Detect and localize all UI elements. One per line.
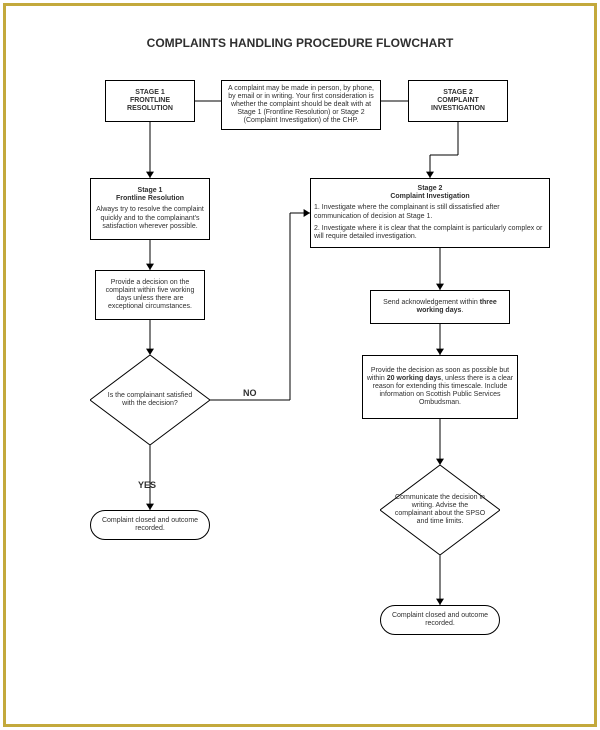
- node-s2_invest-heading2: Complaint Investigation: [390, 193, 469, 201]
- node-stage2_head-heading2: COMPLAINT INVESTIGATION: [412, 97, 504, 113]
- node-s2_comm-text: Communicate the decision in writing. Adv…: [380, 465, 500, 555]
- node-stage1_head-heading2: FRONTLINE RESOLUTION: [109, 97, 191, 113]
- node-s1_decision5: Provide a decision on the complaint with…: [95, 270, 205, 320]
- node-intro-text: A complaint may be made in person, by ph…: [225, 85, 377, 125]
- node-s2_comm: Communicate the decision in writing. Adv…: [380, 465, 500, 555]
- node-s2_ack-text: Send acknowledgement within three workin…: [374, 299, 506, 315]
- page-title: COMPLAINTS HANDLING PROCEDURE FLOWCHART: [0, 36, 600, 50]
- edge-label-yes: YES: [138, 480, 156, 490]
- node-s1_resolve-heading2: Frontline Resolution: [116, 195, 184, 203]
- node-s2_closed: Complaint closed and outcome recorded.: [380, 605, 500, 635]
- node-s2_invest-heading: Stage 2: [418, 185, 443, 193]
- node-s1_closed: Complaint closed and outcome recorded.: [90, 510, 210, 540]
- node-stage1_head: STAGE 1FRONTLINE RESOLUTION: [105, 80, 195, 122]
- node-stage2_head-heading: STAGE 2: [443, 89, 472, 97]
- node-s1_decision5-text: Provide a decision on the complaint with…: [99, 279, 201, 311]
- node-stage1_head-heading: STAGE 1: [135, 89, 164, 97]
- node-s1_resolve-text: Always try to resolve the complaint quic…: [94, 206, 206, 230]
- node-intro: A complaint may be made in person, by ph…: [221, 80, 381, 130]
- node-s1_resolve-heading: Stage 1: [138, 187, 163, 195]
- node-s1_satisfied: Is the complainant satisfied with the de…: [90, 355, 210, 445]
- node-s1_satisfied-text: Is the complainant satisfied with the de…: [90, 355, 210, 445]
- node-s2_decision20-text: Provide the decision as soon as possible…: [366, 367, 514, 407]
- node-s2_decision20: Provide the decision as soon as possible…: [362, 355, 518, 419]
- node-s2_invest-list: 1. Investigate where the complainant is …: [314, 204, 546, 240]
- node-s2_ack: Send acknowledgement within three workin…: [370, 290, 510, 324]
- edge-label-no: NO: [243, 388, 257, 398]
- node-s2_invest: Stage 2Complaint Investigation 1. Investi…: [310, 178, 550, 248]
- node-s1_resolve: Stage 1Frontline Resolution Always try to…: [90, 178, 210, 240]
- node-stage2_head: STAGE 2COMPLAINT INVESTIGATION: [408, 80, 508, 122]
